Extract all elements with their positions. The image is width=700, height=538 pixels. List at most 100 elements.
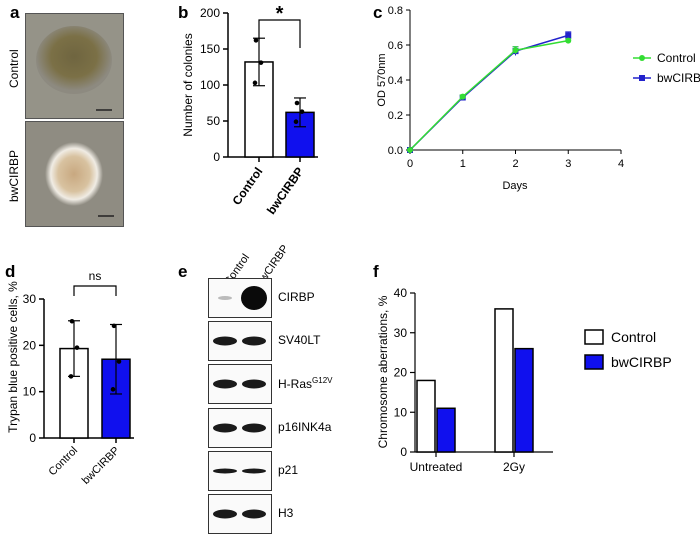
band-bwcirbp	[242, 509, 266, 519]
panel-label-f: f	[373, 262, 379, 281]
xtick-label-b: Control	[230, 165, 266, 208]
xtick-label-d: Control	[47, 445, 81, 479]
ytick-label-f: 30	[394, 326, 408, 340]
xtick-label-c: 3	[565, 158, 571, 170]
point-c-Control	[512, 47, 519, 54]
ytick-label-c: 0.4	[388, 75, 403, 87]
ytick-label-f: 20	[394, 366, 408, 380]
blot-row-p16ink4a	[208, 408, 272, 448]
band-control	[213, 423, 237, 433]
panel-label-c: c	[373, 3, 383, 22]
blot-label-name: SV40LT	[278, 333, 321, 347]
ytick-label-b: 200	[200, 6, 220, 20]
sig-label-d: ns	[89, 269, 102, 283]
legend-marker-c	[639, 75, 645, 81]
blot-label-h3: H3	[278, 506, 293, 520]
legend-swatch-f	[584, 329, 604, 345]
ytick-label-d: 10	[23, 385, 37, 399]
ytick-label-f: 0	[400, 445, 407, 459]
ytick-label-f: 40	[394, 286, 408, 300]
point-b	[252, 80, 258, 86]
ylabel-b: Number of colonies	[181, 33, 195, 136]
ytick-label-b: 150	[200, 42, 220, 56]
ytick-label-d: 20	[23, 338, 37, 352]
xtick-label-f: Untreated	[410, 460, 463, 474]
microscopy-image-control	[25, 13, 124, 119]
blot-label-cirbp: CIRBP	[278, 290, 315, 304]
ylabel-c: OD 570nm	[376, 53, 388, 106]
ytick-label-c: 0.0	[388, 145, 403, 157]
xlabel-c: Days	[502, 180, 528, 192]
blot-label-name: p21	[278, 463, 299, 477]
chart-d: Trypan blue positive cells, % 0 10 20 30 ns…	[6, 269, 134, 487]
xtick-label-d: bwCIRBP	[80, 445, 122, 487]
xtick-label-c: 1	[460, 158, 466, 170]
panel-label-e: e	[178, 262, 188, 281]
band-bwcirbp	[242, 423, 266, 433]
point-d	[116, 359, 122, 364]
ytick-label-d: 30	[23, 292, 37, 306]
xtick-label-c: 2	[512, 158, 518, 170]
point-d	[74, 345, 80, 350]
blot-row-h3	[208, 494, 272, 534]
blot-label-p16ink4a: p16INK4a	[278, 420, 331, 434]
chart-b: 0 50 100 150 200 Number of colonies * Contro…	[181, 3, 318, 217]
blot-label-name: H-Ras	[278, 377, 313, 391]
series-line-c-bwCIRBP	[409, 34, 569, 151]
blot-label-name: CIRBP	[278, 290, 315, 304]
legend-label-c: Control	[657, 51, 696, 65]
bar-f-Untreated-Control	[416, 379, 436, 453]
point-d	[111, 323, 117, 329]
band-bwcirbp	[242, 468, 266, 474]
point-c-bwCIRBP	[565, 32, 572, 39]
legend-marker-c	[639, 55, 645, 61]
point-c-Control	[407, 147, 413, 153]
point-b	[253, 38, 259, 43]
point-b	[293, 119, 299, 125]
microscopy-image-bwcirbp	[25, 121, 124, 227]
chart-c: 0.0 0.2 0.4 0.6 0.8 0 1 2 3 4 OD 570nm Days Contr…	[376, 5, 700, 192]
xtick-label-c: 0	[407, 158, 413, 170]
point-c-Control	[565, 37, 572, 44]
point-d	[110, 387, 116, 392]
ytick-label-c: 0.6	[388, 40, 403, 52]
band-bwcirbp	[242, 336, 266, 346]
xtick-label-c: 4	[618, 158, 624, 170]
blot-label-h-ras: H-RasG12V	[278, 376, 332, 391]
ytick-label-f: 10	[394, 405, 408, 419]
band-control	[213, 336, 237, 346]
sig-label-b: *	[276, 3, 284, 25]
row-label-control: Control	[7, 49, 21, 88]
blot-label-sv40lt: SV40LT	[278, 333, 320, 347]
sig-bracket-d	[73, 285, 117, 296]
panel-label-d: d	[5, 262, 16, 281]
ytick-label-c: 0.2	[388, 110, 403, 122]
ytick-label-d: 0	[29, 431, 36, 445]
band-bwcirbp	[241, 286, 267, 310]
series-line-c-Control	[409, 39, 569, 151]
bar-f-2Gy-bwCIRBP	[514, 347, 534, 453]
ytick-label-b: 50	[207, 114, 221, 128]
panel-label-a: a	[10, 3, 20, 22]
point-b	[258, 60, 264, 65]
blot-label-name: H3	[278, 506, 294, 520]
ylabel-d: Trypan blue positive cells, %	[6, 281, 20, 433]
blot-row-h-ras	[208, 364, 272, 404]
legend-label-f: Control	[611, 329, 656, 345]
ytick-label-b: 0	[213, 150, 220, 164]
xtick-label-b: bwCIRBP	[264, 165, 306, 217]
bar-f-Untreated-bwCIRBP	[436, 407, 456, 453]
point-b	[299, 109, 305, 114]
blot-label-name: p16INK4a	[278, 420, 332, 434]
legend-label-f: bwCIRBP	[611, 354, 672, 370]
point-c-Control	[459, 93, 466, 100]
point-b	[294, 100, 300, 106]
blot-label-sup: G12V	[312, 376, 333, 385]
band-control	[213, 509, 237, 519]
blot-label-p21: p21	[278, 463, 298, 477]
bar-f-2Gy-Control	[494, 308, 514, 453]
point-d	[68, 374, 74, 379]
band-control	[213, 468, 237, 474]
ytick-label-b: 100	[200, 78, 220, 92]
ylabel-f: Chromosome aberrations, %	[376, 295, 390, 448]
